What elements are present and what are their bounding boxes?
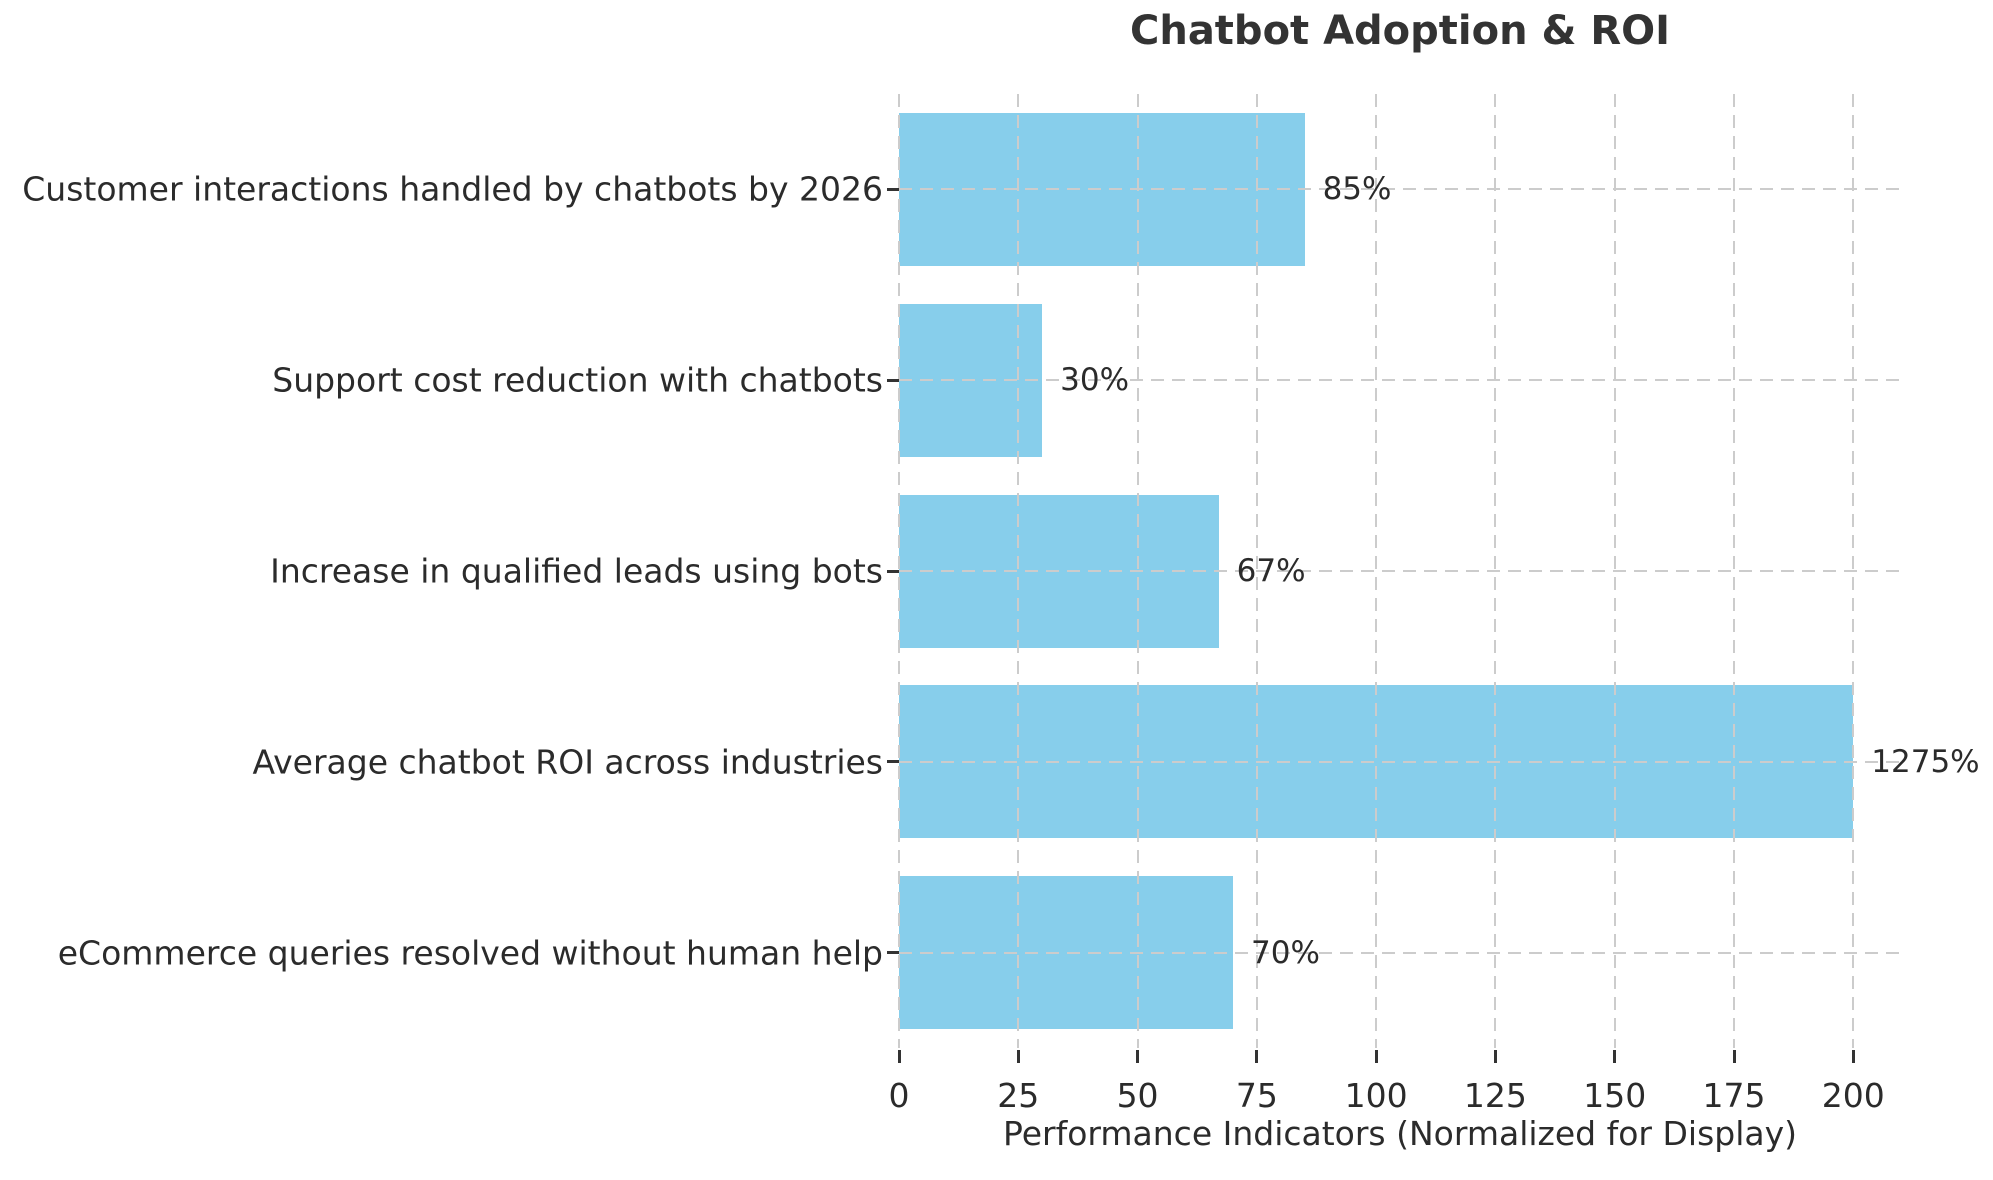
x-tick-label: 200 xyxy=(1821,1076,1885,1115)
bar-value-label: 67% xyxy=(1236,553,1306,589)
bar-value-label: 30% xyxy=(1060,362,1130,399)
x-tick-label: 0 xyxy=(888,1076,910,1115)
y-tick-mark xyxy=(887,760,899,764)
y-tick-mark xyxy=(887,569,899,573)
x-tick-mark xyxy=(1255,1050,1259,1063)
x-tick-label: 100 xyxy=(1344,1076,1408,1115)
chart-title: Chatbot Adoption & ROI xyxy=(1129,8,1671,54)
x-tick-label: 175 xyxy=(1702,1076,1766,1115)
x-tick-label: 50 xyxy=(1116,1076,1159,1115)
bar-value-label: 85% xyxy=(1322,171,1392,208)
x-tick-mark xyxy=(897,1050,901,1063)
y-tick-label: Customer interactions handled by chatbot… xyxy=(22,169,883,209)
x-tick-label: 75 xyxy=(1235,1076,1278,1115)
x-tick-mark xyxy=(1613,1050,1617,1063)
y-gridline xyxy=(899,760,1901,763)
x-tick-mark xyxy=(1374,1050,1378,1063)
y-gridline xyxy=(899,188,1901,191)
x-tick-mark xyxy=(1732,1050,1736,1063)
y-gridline xyxy=(899,951,1901,954)
y-tick-label: Support cost reduction with chatbots xyxy=(272,360,883,400)
y-tick-mark xyxy=(887,378,899,382)
x-tick-mark xyxy=(1136,1050,1140,1063)
x-tick-label: 125 xyxy=(1463,1076,1527,1115)
x-tick-mark xyxy=(1851,1050,1855,1063)
y-gridline xyxy=(899,570,1901,572)
x-tick-label: 25 xyxy=(997,1076,1040,1115)
y-tick-mark xyxy=(887,951,899,955)
x-tick-label: 150 xyxy=(1583,1076,1647,1115)
y-gridline xyxy=(899,379,1901,382)
plot-area: 85% 30% 67% 1275% 70% xyxy=(898,94,1980,1048)
y-tick-label: eCommerce queries resolved without human… xyxy=(57,933,883,973)
bar-value-label: 70% xyxy=(1251,934,1320,971)
x-tick-mark xyxy=(1493,1050,1497,1063)
x-tick-mark xyxy=(1016,1050,1020,1063)
x-axis-label: Performance Indicators (Normalized for D… xyxy=(1003,1114,1797,1153)
bar-value-label: 1275% xyxy=(1871,743,1980,780)
y-tick-mark xyxy=(887,187,899,191)
y-tick-label: Average chatbot ROI across industries xyxy=(252,742,884,782)
y-tick-label: Increase in qualified leads using bots xyxy=(270,551,883,591)
